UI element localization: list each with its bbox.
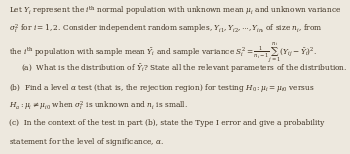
Text: the $i^{\mathrm{th}}$ population with sample mean $\bar{Y}_i$ and sample varianc: the $i^{\mathrm{th}}$ population with sa… (9, 41, 317, 65)
Text: statement for the level of significance, $\alpha$.: statement for the level of significance,… (9, 136, 164, 148)
Text: $\sigma_i^2$ for $i=1,2$. Consider independent random samples, $Y_{i1}, Y_{i2}, : $\sigma_i^2$ for $i=1,2$. Consider indep… (9, 22, 322, 36)
Text: $H_a: \mu_i \neq \mu_{i0}$ when $\sigma_i^2$ is unknown and $n_i$ is small.: $H_a: \mu_i \neq \mu_{i0}$ when $\sigma_… (9, 99, 188, 113)
Text: (c)  In the context of the test in part (b), state the Type I error and give a p: (c) In the context of the test in part (… (9, 119, 324, 127)
Text: (a)  What is the distribution of $\bar{Y}_i$? State all the relevant parameters : (a) What is the distribution of $\bar{Y}… (21, 62, 347, 75)
Text: Let $Y_i$ represent the $i^{\mathrm{th}}$ normal population with unknown mean $\: Let $Y_i$ represent the $i^{\mathrm{th}}… (9, 4, 341, 17)
Text: (b)  Find a level $\alpha$ test (that is, the rejection region) for testing $H_0: (b) Find a level $\alpha$ test (that is,… (9, 82, 314, 94)
